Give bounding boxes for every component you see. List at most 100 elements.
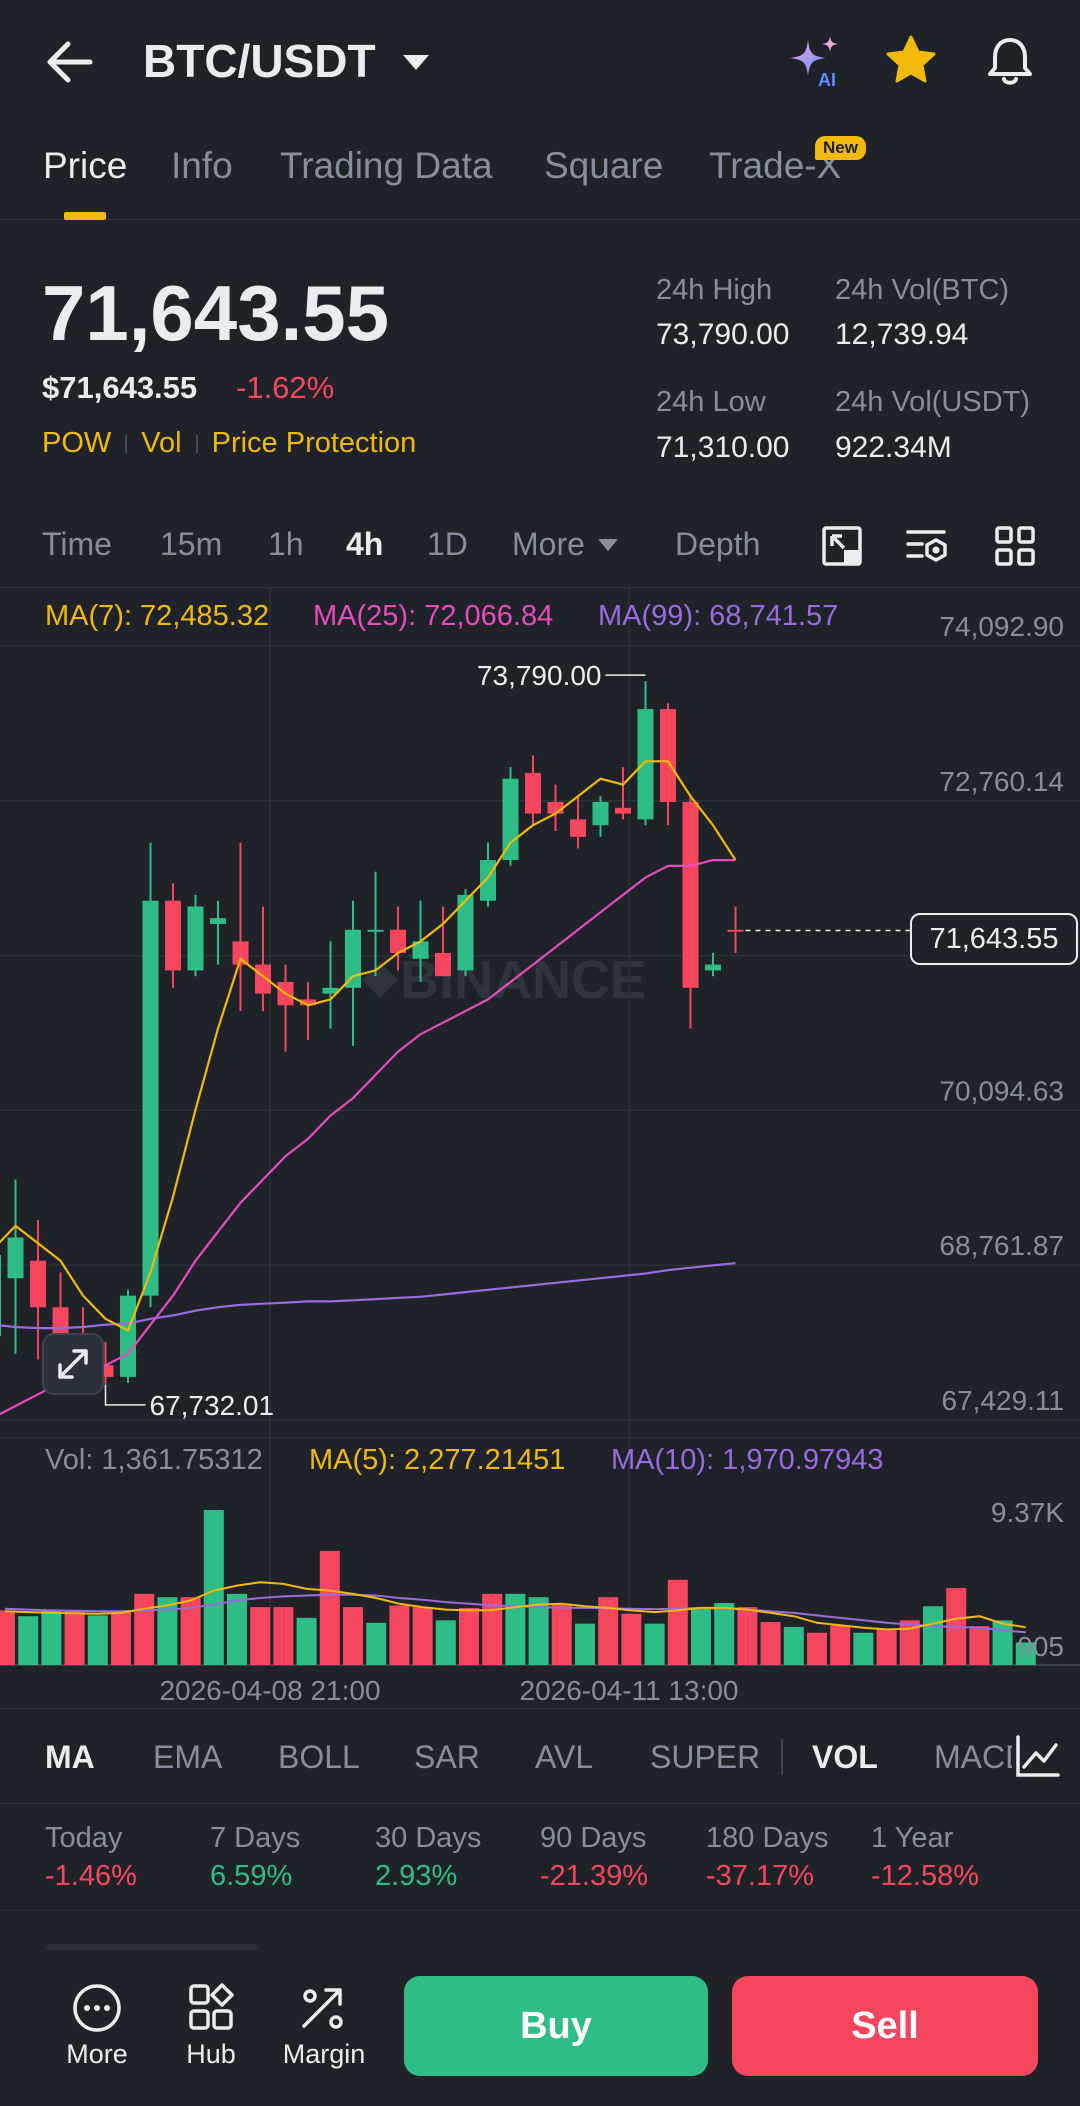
volume-bar <box>807 1632 827 1665</box>
interval-depth[interactable]: Depth <box>675 526 761 562</box>
ma25-legend: MA(25): 72,066.84 <box>313 600 554 632</box>
volume-bar <box>459 1607 479 1665</box>
chart-settings-icon[interactable] <box>904 524 952 568</box>
indicator-ma[interactable]: MA <box>45 1739 95 1775</box>
ma99-legend: MA(99): 68,741.57 <box>598 600 839 632</box>
candle-up <box>705 964 721 971</box>
candle-down <box>435 952 451 977</box>
tab-price[interactable]: Price <box>43 145 128 186</box>
stat-24h-vol-btc-label: 24h Vol(BTC) <box>835 274 1010 306</box>
candle-down <box>682 801 699 988</box>
volume-bar <box>41 1610 62 1665</box>
vol-ma10-legend: MA(10): 1,970.97943 <box>611 1444 884 1476</box>
layout-grid-icon[interactable] <box>993 524 1037 568</box>
candle-up <box>322 987 339 994</box>
tag-divider <box>195 435 198 454</box>
interval-time[interactable]: Time <box>42 526 112 562</box>
volume-bar <box>853 1632 874 1665</box>
indicator-ema[interactable]: EMA <box>153 1739 223 1775</box>
price-axis-label: 68,761.87 <box>939 1230 1064 1261</box>
indicator-macd[interactable]: MACD <box>934 1739 1018 1775</box>
chart-fullscreen-icon[interactable] <box>820 524 864 568</box>
volume-bar <box>644 1623 665 1665</box>
nav-more-label: More <box>66 2039 128 2069</box>
tag-vol[interactable]: Vol <box>141 427 182 459</box>
volume-bar <box>923 1606 943 1665</box>
volume-bar <box>111 1611 131 1665</box>
volume-bar <box>876 1628 897 1665</box>
volume-bar <box>319 1550 340 1665</box>
indicator-sar[interactable]: SAR <box>414 1739 480 1775</box>
tab-square[interactable]: Square <box>544 145 664 186</box>
volume-axis-label: 905 <box>1017 1631 1064 1662</box>
indicator-settings-icon[interactable] <box>1012 1731 1064 1781</box>
ma99-line <box>0 1262 736 1330</box>
indicator-super[interactable]: SUPER <box>650 1739 761 1775</box>
interval-1h[interactable]: 1h <box>268 526 304 562</box>
pair-dropdown-caret-icon[interactable] <box>403 55 429 70</box>
candle-up <box>367 929 384 932</box>
volume-bar <box>273 1607 294 1665</box>
buy-button[interactable]: Buy <box>404 1976 708 2076</box>
star-icon[interactable] <box>884 34 938 86</box>
tag-pow[interactable]: POW <box>42 427 112 459</box>
volume-bar <box>528 1597 549 1665</box>
candle-down <box>390 929 406 953</box>
indicator-divider <box>781 1739 783 1775</box>
perf-30d-label: 30 Days <box>375 1822 482 1854</box>
pair-title[interactable]: BTC/USDT <box>143 35 376 87</box>
volume-bar <box>760 1621 781 1665</box>
usd-price: $71,643.55 <box>42 370 198 405</box>
perf-7d-value: 6.59% <box>210 1860 293 1892</box>
tab-info[interactable]: Info <box>171 145 233 186</box>
back-arrow-icon[interactable] <box>46 40 94 84</box>
candle-down <box>525 772 541 814</box>
candle-down <box>255 964 271 994</box>
perf-90d-label: 90 Days <box>540 1822 647 1854</box>
volume-bar <box>227 1593 247 1665</box>
indicator-avl[interactable]: AVL <box>535 1739 594 1775</box>
vol-legend: Vol: 1,361.75312 <box>45 1444 263 1476</box>
expand-arrows-icon <box>58 1349 88 1379</box>
perf-30d-value: 2.93% <box>375 1860 458 1892</box>
candle-up <box>142 900 159 1296</box>
price-axis-label: 72,760.14 <box>939 766 1064 797</box>
tag-row: POW Vol Price Protection <box>42 427 416 460</box>
interval-4h[interactable]: 4h <box>346 526 384 562</box>
interval-more[interactable]: More <box>512 526 585 562</box>
candle-down <box>727 929 744 932</box>
candle-up <box>480 860 496 901</box>
tag-divider <box>125 435 128 454</box>
divider <box>0 587 1080 588</box>
tag-price-protection[interactable]: Price Protection <box>211 427 417 459</box>
volume-bar <box>64 1610 85 1665</box>
candle-up <box>502 778 519 861</box>
expand-chart-button[interactable] <box>42 1333 104 1395</box>
bell-icon[interactable] <box>984 34 1036 88</box>
nav-hub-label: Hub <box>186 2039 236 2069</box>
tab-trading-data[interactable]: Trading Data <box>280 145 493 186</box>
drag-handle[interactable] <box>46 1944 258 1950</box>
volume-bar <box>551 1603 572 1665</box>
price-axis-label: 70,094.63 <box>939 1075 1064 1106</box>
volume-bar <box>714 1602 735 1665</box>
stat-24h-vol-btc-value: 12,739.94 <box>835 318 969 351</box>
candle-down <box>300 999 316 1006</box>
price-axis-label: 67,429.11 <box>942 1385 1065 1416</box>
ai-sparkle-icon[interactable]: AI <box>786 34 846 90</box>
volume-bar <box>389 1605 410 1665</box>
candle-down <box>660 709 676 802</box>
indicator-boll[interactable]: BOLL <box>278 1739 360 1775</box>
low-marker-line <box>104 1384 146 1406</box>
volume-bar <box>203 1510 224 1665</box>
interval-1d[interactable]: 1D <box>427 526 468 562</box>
interval-15m[interactable]: 15m <box>160 526 223 562</box>
volume-bar <box>783 1626 804 1665</box>
sell-button[interactable]: Sell <box>732 1976 1038 2076</box>
candlestick-chart[interactable]: BINANCE 74,092.9072,760.1470,094.6368,76… <box>0 580 1080 1700</box>
volume-bar <box>435 1620 456 1665</box>
indicator-vol[interactable]: VOL <box>812 1739 878 1775</box>
more-caret-icon <box>598 539 618 551</box>
candle-up <box>457 894 474 971</box>
volume-bar <box>134 1593 155 1665</box>
